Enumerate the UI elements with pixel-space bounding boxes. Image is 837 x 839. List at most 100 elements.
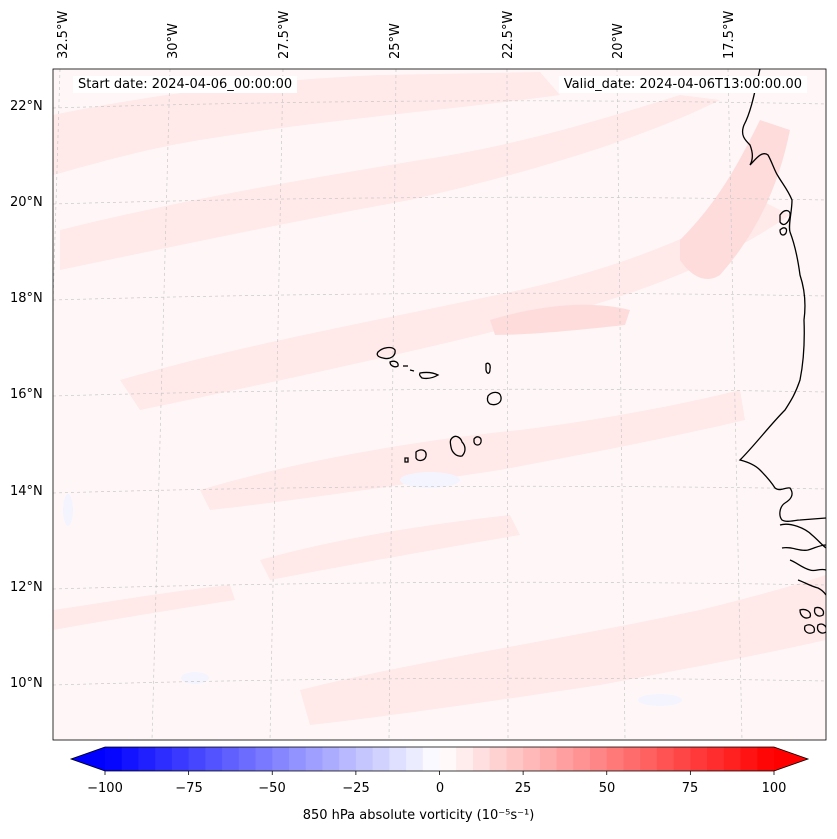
colorbar-bin bbox=[188, 747, 206, 771]
colorbar-bin bbox=[272, 747, 290, 771]
colorbar-bin bbox=[288, 747, 307, 771]
bijagos-island bbox=[816, 623, 826, 634]
vorticity-band bbox=[120, 200, 790, 410]
lon-label: 30°W bbox=[166, 23, 181, 59]
colorbar-bin bbox=[506, 747, 524, 771]
lon-label: 32.5°W bbox=[56, 10, 71, 59]
colorbar-bin bbox=[238, 747, 257, 771]
gridline-lat bbox=[53, 388, 826, 397]
gridline-lon bbox=[388, 69, 397, 740]
coast-detail bbox=[789, 559, 826, 572]
colorbar-bin bbox=[372, 747, 390, 771]
colorbar-bin bbox=[255, 747, 273, 771]
colorbar-label: 850 hPa absolute vorticity (10⁻⁵s⁻¹) bbox=[302, 808, 535, 823]
colorbar-bin bbox=[171, 747, 190, 771]
sao-nicolau-island bbox=[418, 371, 440, 380]
colorbar-bin bbox=[322, 747, 340, 771]
vorticity-band-strong bbox=[490, 304, 630, 335]
lat-label: 18°N bbox=[10, 291, 43, 306]
colorbar-bin bbox=[523, 747, 541, 771]
gridline-lon bbox=[616, 69, 626, 740]
vorticity-negative-patch bbox=[638, 694, 682, 706]
colorbar bbox=[69, 746, 810, 775]
vorticity-band bbox=[60, 95, 720, 270]
colorbar-tick-label: 50 bbox=[598, 781, 616, 796]
lat-label: 22°N bbox=[10, 99, 43, 114]
sao-vicente-island bbox=[389, 360, 399, 368]
colorbar-bin bbox=[222, 747, 240, 771]
colorbar-tick-label: −25 bbox=[342, 781, 370, 796]
colorbar-bin bbox=[155, 747, 173, 771]
brava-island bbox=[404, 457, 409, 463]
colorbar-bin bbox=[389, 747, 407, 771]
colorbar-bin bbox=[472, 747, 491, 771]
colorbar-tick-label: 75 bbox=[681, 781, 699, 796]
colorbar-bin bbox=[339, 747, 357, 771]
lon-label: 25°W bbox=[388, 23, 403, 59]
colorbar-bin bbox=[138, 747, 156, 771]
maio-island bbox=[473, 436, 482, 446]
vorticity-band bbox=[260, 515, 520, 580]
colorbar-bin bbox=[723, 747, 742, 771]
vorticity-field bbox=[53, 72, 826, 725]
colorbar-bin bbox=[539, 747, 558, 771]
boa-vista-island bbox=[486, 391, 502, 406]
bijagos-island bbox=[813, 606, 825, 617]
gridline-lon bbox=[151, 69, 171, 740]
colorbar-bin bbox=[205, 747, 223, 771]
colorbar-bin bbox=[757, 747, 775, 771]
sal-island bbox=[485, 362, 491, 374]
colorbar-tick-label: 100 bbox=[761, 781, 787, 796]
coast-detail bbox=[781, 544, 826, 552]
graticule bbox=[53, 69, 826, 740]
coast-detail bbox=[797, 579, 826, 596]
gridline-lon bbox=[506, 69, 509, 740]
santiago-island bbox=[449, 435, 466, 457]
vorticity-band-strong bbox=[680, 120, 790, 280]
map-panel bbox=[53, 69, 826, 740]
bijagos-island bbox=[803, 624, 816, 634]
vorticity-band bbox=[53, 72, 560, 175]
lon-label: 27.5°W bbox=[277, 10, 292, 59]
colorbar-bin bbox=[606, 747, 625, 771]
lat-label: 20°N bbox=[10, 195, 43, 210]
gridline-lat bbox=[53, 485, 826, 494]
colorbar-bin bbox=[556, 747, 574, 771]
coast-detail bbox=[779, 209, 791, 226]
colorbar-bin bbox=[690, 747, 708, 771]
gridline-lon bbox=[727, 69, 743, 740]
vorticity-negative-patch bbox=[400, 472, 460, 488]
colorbar-bin bbox=[573, 747, 591, 771]
colorbar-bin bbox=[422, 747, 441, 771]
colorbar-bin bbox=[121, 747, 140, 771]
santo-antao-island bbox=[376, 346, 396, 360]
africa-coastline bbox=[738, 69, 826, 522]
colorbar-bin bbox=[489, 747, 507, 771]
map-frame bbox=[52, 68, 827, 741]
gridline-lat bbox=[53, 100, 826, 109]
colorbar-bin bbox=[640, 747, 658, 771]
colorbar-bin bbox=[105, 747, 123, 771]
colorbar-extend-high bbox=[774, 747, 808, 771]
colorbar-bin bbox=[623, 747, 641, 771]
colorbar-bin bbox=[740, 747, 758, 771]
coast-detail bbox=[779, 227, 788, 236]
colorbar-bin bbox=[590, 747, 608, 771]
colorbar-tick-label: 0 bbox=[435, 781, 445, 796]
lat-label: 12°N bbox=[10, 580, 43, 595]
colorbar-tick-label: −100 bbox=[87, 781, 123, 796]
colorbar-bin bbox=[656, 747, 675, 771]
vorticity-band bbox=[200, 390, 745, 510]
valid-date-label: Valid_date: 2024-04-06T13:00:00.00 bbox=[558, 76, 807, 93]
gridline-lat bbox=[53, 581, 826, 590]
colorbar-tick-label: −75 bbox=[175, 781, 203, 796]
lon-label: 22.5°W bbox=[501, 10, 516, 59]
colorbar-bin bbox=[456, 747, 474, 771]
lon-label: 17.5°W bbox=[722, 10, 737, 59]
colorbar-bin bbox=[355, 747, 374, 771]
islet bbox=[409, 369, 415, 372]
colorbar-tick-label: −50 bbox=[258, 781, 286, 796]
colorbar-bin bbox=[707, 747, 725, 771]
vorticity-band bbox=[53, 585, 235, 630]
